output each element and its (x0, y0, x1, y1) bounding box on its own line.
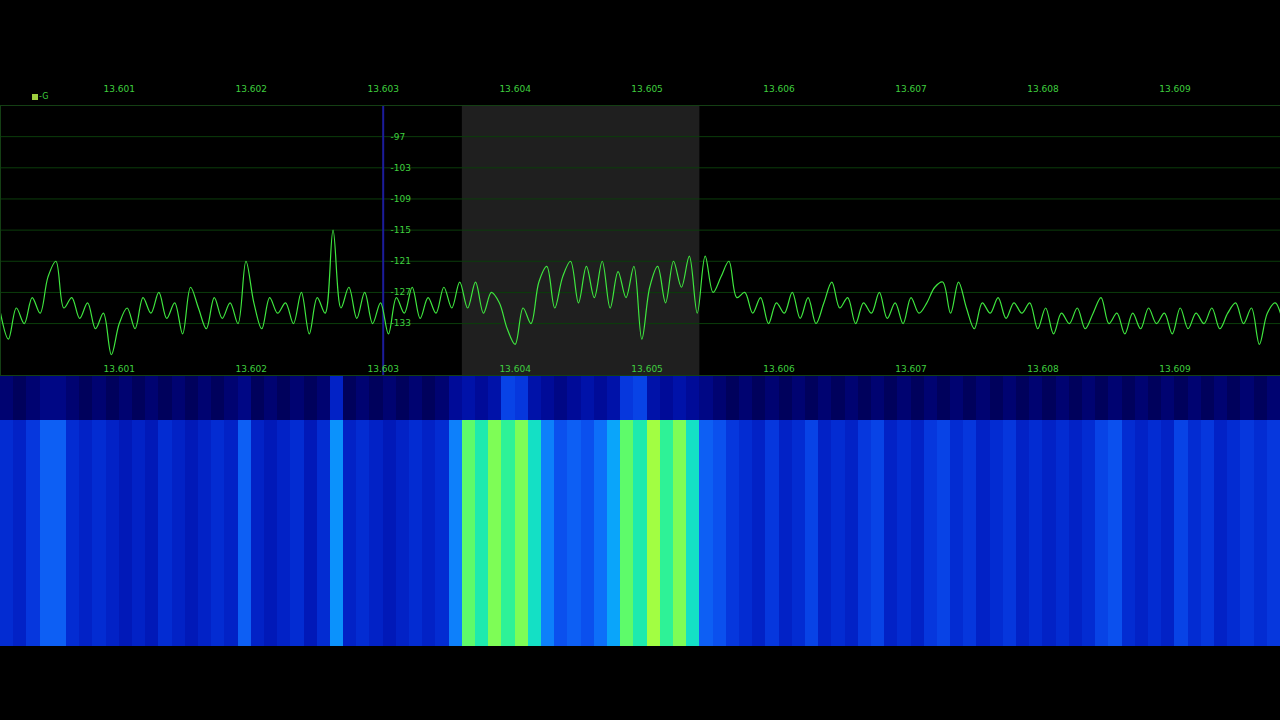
svg-text:13.607: 13.607 (895, 84, 927, 94)
svg-text:13.608: 13.608 (1027, 84, 1059, 94)
svg-text:13.601: 13.601 (104, 364, 135, 374)
svg-text:13.604: 13.604 (499, 84, 531, 94)
svg-text:13.604: 13.604 (499, 364, 531, 374)
svg-text:13.608: 13.608 (1027, 364, 1059, 374)
svg-text:13.605: 13.605 (631, 84, 663, 94)
svg-text:13.601: 13.601 (104, 84, 135, 94)
svg-text:-103: -103 (391, 163, 411, 173)
svg-text:-115: -115 (391, 225, 411, 235)
svg-text:13.607: 13.607 (895, 364, 927, 374)
svg-text:13.605: 13.605 (631, 364, 663, 374)
svg-text:13.606: 13.606 (763, 84, 795, 94)
html-text:-G: -G (39, 92, 49, 101)
svg-text:-97: -97 (391, 132, 406, 142)
svg-text:-127: -127 (391, 287, 411, 297)
svg-text:13.602: 13.602 (235, 84, 267, 94)
svg-text:13.603: 13.603 (367, 364, 399, 374)
svg-text:13.606: 13.606 (763, 364, 795, 374)
svg-text:-109: -109 (391, 194, 412, 204)
svg-text:-121: -121 (391, 256, 411, 266)
svg-text:13.602: 13.602 (235, 364, 267, 374)
svg-text:13.603: 13.603 (367, 84, 399, 94)
svg-text:13.609: 13.609 (1159, 364, 1191, 374)
svg-text:13.609: 13.609 (1159, 84, 1191, 94)
svg-text:-133: -133 (391, 318, 411, 328)
